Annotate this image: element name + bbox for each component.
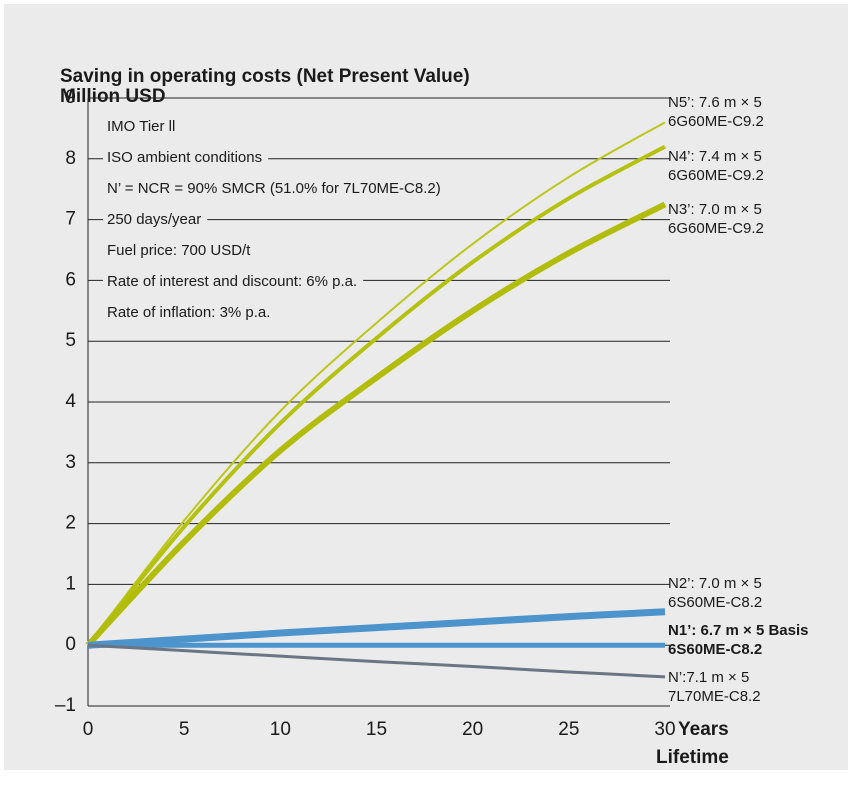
x-tick-label: 10	[270, 719, 291, 740]
series-engine: 6G60ME-C9.2	[668, 113, 764, 130]
annotation-bg	[103, 303, 277, 321]
series-line	[87, 121, 666, 646]
y-tick-label: 3	[65, 452, 76, 473]
series-engine: 6S60ME-C8.2	[668, 594, 762, 611]
annotation: 250 days/year	[107, 211, 201, 228]
annotation-bg	[103, 210, 208, 228]
x-tick-label: 5	[179, 719, 190, 740]
series-label: N1’: 6.7 m × 5 Basis	[668, 622, 809, 639]
series-engine: 6G60ME-C9.2	[668, 167, 764, 184]
series-engine: 7L70ME-C8.2	[668, 688, 761, 705]
x-tick-label: 0	[83, 719, 94, 740]
y-tick-label: 4	[65, 391, 76, 412]
series-engine: 6S60ME-C8.2	[668, 641, 762, 658]
annotation: Rate of interest and discount: 6% p.a.	[107, 273, 357, 290]
x-tick-label: 15	[366, 719, 387, 740]
series-line	[86, 144, 666, 647]
annotation: Fuel price: 700 USD/t	[107, 242, 251, 259]
series-label: N2’: 7.0 m × 5	[668, 575, 762, 592]
y-tick-label: 5	[65, 330, 76, 351]
y-tick-label: 2	[65, 513, 76, 534]
annotation: Rate of inflation: 3% p.a.	[107, 304, 270, 321]
y-tick-label: 0	[65, 634, 76, 655]
chart-subtitle: Million USD	[60, 86, 166, 107]
x-tick-label: 25	[558, 719, 579, 740]
x-tick-label: 20	[462, 719, 483, 740]
annotation: N’ = NCR = 90% SMCR (51.0% for 7L70ME-C8…	[107, 180, 441, 197]
series-line	[87, 608, 666, 649]
series-label: N’:7.1 m × 5	[668, 669, 749, 686]
series-label: N5’: 7.6 m × 5	[668, 94, 762, 111]
annotation-bg	[103, 179, 447, 197]
y-tick-label: 9	[65, 87, 76, 108]
y-tick-label: –1	[55, 695, 76, 716]
y-tick-label: 8	[65, 148, 76, 169]
y-tick-label: 7	[65, 209, 76, 230]
series-engine: 6G60ME-C9.2	[668, 220, 764, 237]
x-tick-label: 30	[654, 719, 675, 740]
annotation-bg	[103, 148, 269, 166]
x-axis-label: Lifetime	[656, 747, 729, 768]
annotation-bg	[103, 272, 364, 290]
annotation: ISO ambient conditions	[107, 149, 262, 166]
series-line	[85, 201, 667, 648]
x-axis-label: Years	[678, 719, 729, 740]
y-tick-label: 1	[65, 573, 76, 594]
annotation: IMO Tier ll	[107, 118, 175, 135]
series-label: N3’: 7.0 m × 5	[668, 201, 762, 218]
series-line	[87, 643, 666, 679]
annotation-bg	[103, 241, 258, 259]
chart-title: Saving in operating costs (Net Present V…	[60, 66, 470, 87]
annotation-bg	[103, 117, 182, 135]
y-tick-label: 6	[65, 269, 76, 290]
series-label: N4’: 7.4 m × 5	[668, 148, 762, 165]
